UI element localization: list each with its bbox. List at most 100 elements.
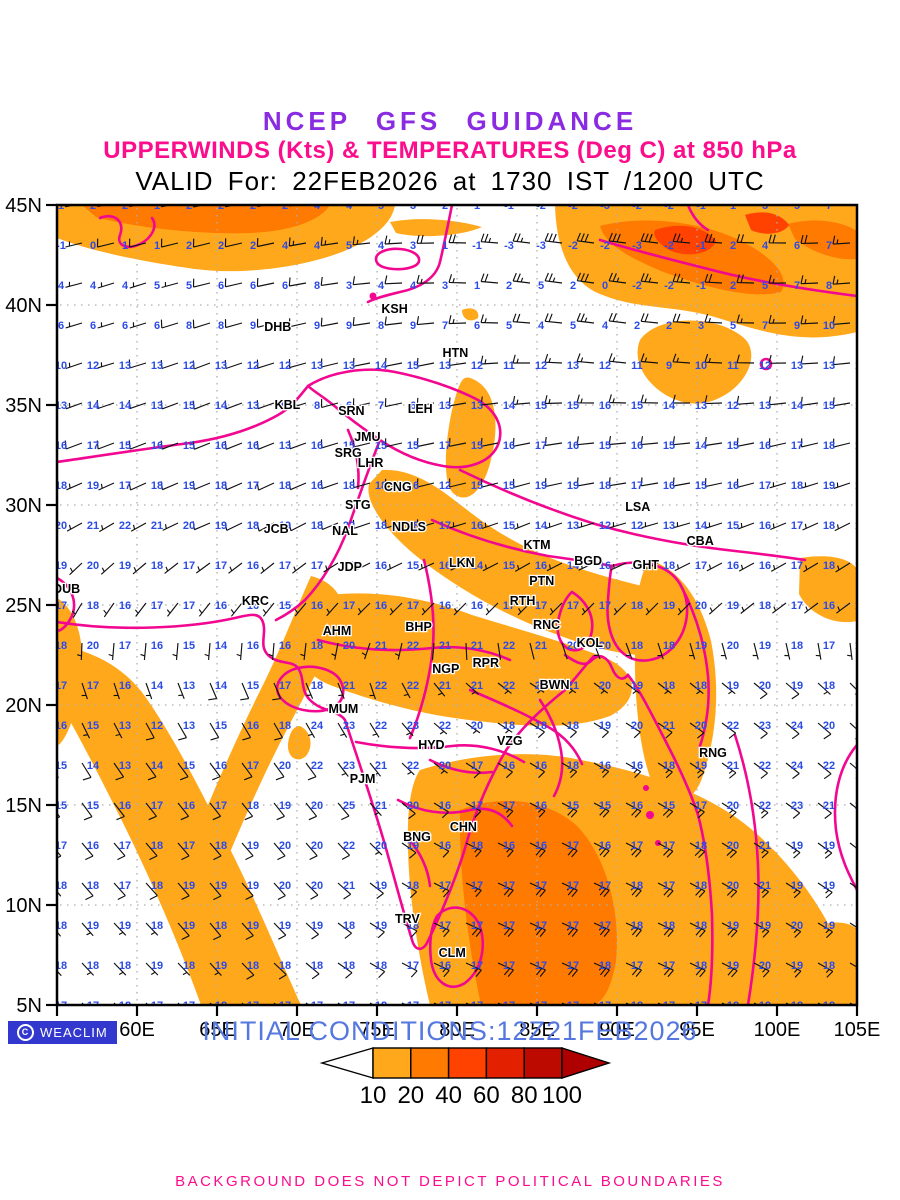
- temp-value: 9: [250, 320, 256, 332]
- temp-value: 18: [55, 640, 67, 652]
- temp-value: 2: [282, 200, 288, 212]
- temp-value: 19: [759, 1000, 771, 1012]
- wind-barb: [288, 522, 307, 532]
- temp-value: 13: [759, 400, 771, 412]
- temp-value: 19: [119, 560, 131, 572]
- temp-value: 2: [634, 320, 640, 332]
- temp-value: 13: [215, 360, 227, 372]
- wind-barb: [593, 962, 610, 977]
- temp-value: 15: [215, 720, 227, 732]
- temp-value: 18: [375, 520, 387, 532]
- temp-value: 17: [503, 920, 515, 932]
- wind-barb: [241, 922, 254, 941]
- wind-barb: [449, 522, 467, 529]
- temp-value: 16: [599, 760, 611, 772]
- wind-barb: [416, 397, 435, 407]
- wind-barb: [272, 682, 282, 701]
- wind-barb: [770, 562, 787, 572]
- wind-barb: [273, 842, 286, 861]
- wind-barb: [497, 842, 514, 858]
- wind-barb: [384, 398, 403, 408]
- temp-value: 17: [663, 960, 675, 972]
- wind-barb: [832, 315, 851, 325]
- wind-barb: [544, 353, 563, 364]
- wind-barb: [224, 319, 243, 329]
- wind-barb: [785, 762, 800, 780]
- temp-value: 19: [695, 640, 707, 652]
- wind-barb: [160, 400, 179, 410]
- wind-barb: [704, 233, 723, 244]
- temp-value: 21: [87, 520, 99, 532]
- temp-value: 4: [378, 240, 385, 252]
- wind-barb: [256, 359, 275, 369]
- station-label: DHB: [264, 320, 291, 334]
- temp-value: 17: [663, 880, 675, 892]
- wind-barb: [337, 922, 352, 939]
- temp-value: 16: [439, 800, 451, 812]
- wind-barb: [256, 400, 275, 410]
- wind-barb: [192, 440, 211, 450]
- wind-barb: [433, 722, 448, 735]
- wind-barb: [576, 232, 595, 244]
- wind-barb: [768, 438, 787, 448]
- temp-value: 12: [535, 360, 547, 372]
- temp-value: 13: [663, 520, 675, 532]
- temp-value: 20: [791, 920, 803, 932]
- wind-barb: [160, 481, 179, 491]
- temp-value: 18: [631, 880, 643, 892]
- station-label: LSA: [625, 500, 650, 514]
- station-label: PTN: [529, 574, 554, 588]
- temp-value: 15: [727, 440, 739, 452]
- temp-value: 17: [567, 840, 579, 852]
- wind-barb: [103, 602, 115, 618]
- station-label: RNG: [699, 746, 727, 760]
- wind-barbs: [57, 193, 857, 1005]
- wind-barb: [465, 682, 479, 695]
- temp-value: 7: [826, 240, 832, 252]
- wind-barb: [129, 282, 147, 289]
- temp-value: 16: [119, 800, 131, 812]
- temp-value: 21: [663, 720, 675, 732]
- temp-value: 20: [183, 520, 195, 532]
- temp-value: 20: [759, 680, 771, 692]
- wind-barb: [99, 522, 115, 533]
- temp-value: 16: [87, 840, 99, 852]
- wind-barb: [177, 762, 189, 781]
- wind-barb: [448, 274, 467, 284]
- temp-value: 15: [87, 800, 99, 812]
- temp-value: 19: [215, 960, 227, 972]
- wind-barb: [145, 842, 158, 861]
- temp-value: 16: [503, 440, 515, 452]
- wind-barb: [369, 722, 380, 738]
- temp-value: 16: [247, 640, 259, 652]
- temp-value: 18: [279, 960, 291, 972]
- temp-value: 19: [823, 880, 835, 892]
- wind-barb: [708, 602, 723, 615]
- temp-value: 19: [279, 920, 291, 932]
- wind-barb: [800, 396, 819, 406]
- wind-barb: [721, 722, 737, 739]
- wind-barb: [736, 274, 755, 284]
- wind-barb: [100, 562, 115, 575]
- temp-value: 18: [599, 960, 611, 972]
- temp-value: 22: [311, 760, 323, 772]
- temp-value: 6: [474, 320, 480, 332]
- wind-barb: [800, 315, 819, 325]
- wind-barb: [785, 722, 800, 740]
- wind-barb: [256, 440, 275, 450]
- temp-value: 22: [823, 760, 835, 772]
- wind-barb: [305, 842, 318, 861]
- temp-value: 3: [698, 320, 704, 332]
- wind-barb: [128, 440, 147, 450]
- wind-barb: [113, 842, 126, 861]
- wind-barb: [177, 922, 190, 941]
- wind-barb: [817, 802, 832, 819]
- temp-value: 16: [663, 480, 675, 492]
- wind-barb: [577, 193, 594, 203]
- wind-barb: [785, 962, 802, 978]
- temp-value: 17: [407, 600, 419, 612]
- temp-value: 19: [247, 840, 259, 852]
- wind-barb: [610, 562, 627, 571]
- wind-barb: [803, 562, 819, 573]
- temp-value: 4: [538, 320, 545, 332]
